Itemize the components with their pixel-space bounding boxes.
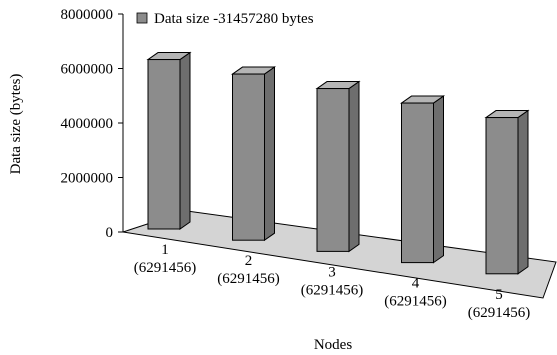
x-tick-sublabel: (6291456) bbox=[301, 282, 364, 298]
bar-side bbox=[179, 51, 191, 230]
bar-top bbox=[399, 95, 446, 104]
bar bbox=[399, 95, 446, 264]
x-tick-sublabel: (6291456) bbox=[384, 294, 447, 310]
bar-front bbox=[147, 59, 181, 230]
x-tick-label: 2 bbox=[245, 253, 253, 269]
bar bbox=[230, 66, 277, 242]
x-tick-label: 5 bbox=[495, 287, 503, 303]
bar bbox=[484, 109, 530, 275]
bar-front bbox=[401, 102, 434, 264]
y-tick-label: 8000000 bbox=[61, 7, 114, 23]
bar-front bbox=[316, 88, 350, 252]
x-tick-sublabel: (6291456) bbox=[134, 260, 197, 276]
bar-front bbox=[232, 73, 265, 241]
x-tick-label: 1 bbox=[161, 242, 169, 258]
y-axis-label: Data size (bytes) bbox=[8, 74, 24, 175]
y-tick-label: 6000000 bbox=[61, 62, 114, 78]
bar-top bbox=[315, 81, 361, 90]
bar-side bbox=[264, 66, 275, 242]
bar-side bbox=[433, 95, 444, 264]
x-tick-label: 4 bbox=[412, 276, 420, 292]
legend-label: Data size -31457280 bytes bbox=[154, 11, 314, 27]
bar-side bbox=[348, 80, 360, 253]
x-tick-label: 3 bbox=[328, 264, 336, 280]
x-tick-sublabel: (6291456) bbox=[217, 271, 280, 287]
bar-front bbox=[485, 117, 519, 275]
legend: Data size -31457280 bytes bbox=[136, 11, 314, 27]
x-tick-sublabel: (6291456) bbox=[468, 305, 531, 321]
bar-top bbox=[146, 52, 192, 61]
bar bbox=[315, 80, 361, 253]
y-tick-label: 0 bbox=[106, 225, 114, 241]
bar-side bbox=[517, 109, 529, 275]
legend-swatch bbox=[136, 12, 148, 24]
y-tick-label: 2000000 bbox=[61, 171, 114, 187]
x-axis-label: Nodes bbox=[314, 337, 352, 353]
bar-top bbox=[230, 66, 277, 75]
bar-top bbox=[484, 110, 530, 119]
bar bbox=[146, 51, 192, 230]
y-tick-label: 4000000 bbox=[61, 116, 114, 132]
